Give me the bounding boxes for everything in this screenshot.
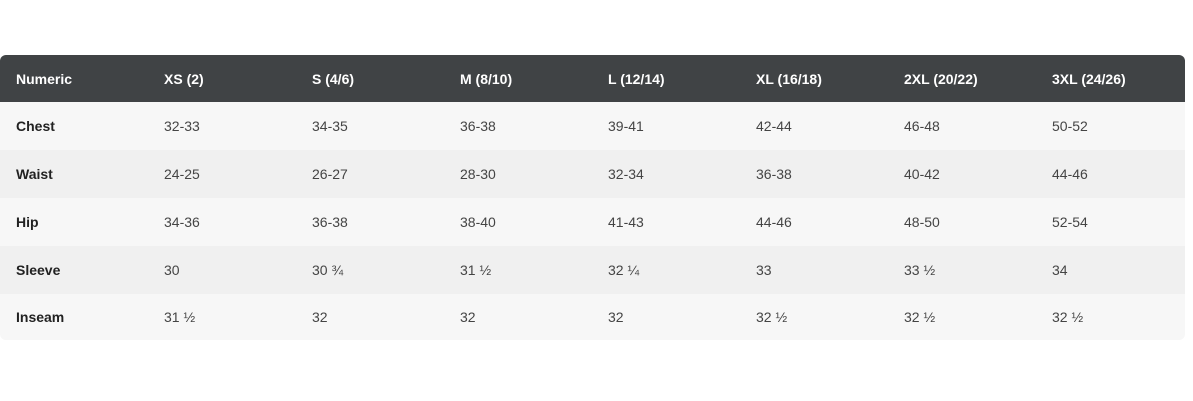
table-row-sleeve: Sleeve 30 30 ¾ 31 ½ 32 ¼ 33 33 ½ 34 xyxy=(0,246,1185,294)
table-cell: 44-46 xyxy=(1052,166,1088,182)
table-cell: 32 ½ xyxy=(904,309,936,325)
table-cell: 44-46 xyxy=(756,214,792,230)
table-cell: 42-44 xyxy=(756,118,792,134)
table-cell: 34-36 xyxy=(164,214,200,230)
table-cell: 36-38 xyxy=(460,118,496,134)
table-cell: 32 xyxy=(312,309,328,325)
table-cell: 28-30 xyxy=(460,166,496,182)
header-s: S (4/6) xyxy=(312,70,355,87)
table-cell: 48-50 xyxy=(904,214,940,230)
table-cell: 46-48 xyxy=(904,118,940,134)
table-cell: 36-38 xyxy=(756,166,792,182)
table-cell: 32 ½ xyxy=(1052,309,1084,325)
table-cell: 52-54 xyxy=(1052,214,1088,230)
header-xs: XS (2) xyxy=(164,70,204,87)
row-label: Chest xyxy=(16,118,55,134)
table-cell: 41-43 xyxy=(608,214,644,230)
table-cell: 32-33 xyxy=(164,118,200,134)
table-cell: 34-35 xyxy=(312,118,348,134)
table-row-chest: Chest 32-33 34-35 36-38 39-41 42-44 46-4… xyxy=(0,102,1185,150)
table-cell: 32 xyxy=(460,309,476,325)
row-label: Hip xyxy=(16,214,39,230)
table-cell: 31 ½ xyxy=(460,262,492,278)
header-l: L (12/14) xyxy=(608,70,665,87)
table-cell: 40-42 xyxy=(904,166,940,182)
row-label: Inseam xyxy=(16,309,65,325)
table-row-inseam: Inseam 31 ½ 32 32 32 32 ½ 32 ½ 32 ½ xyxy=(0,294,1185,340)
table-cell: 30 xyxy=(164,262,180,278)
table-cell: 32 ¼ xyxy=(608,262,640,278)
table-cell: 31 ½ xyxy=(164,309,196,325)
table-cell: 39-41 xyxy=(608,118,644,134)
table-cell: 26-27 xyxy=(312,166,348,182)
header-xl: XL (16/18) xyxy=(756,70,822,87)
table-cell: 33 ½ xyxy=(904,262,936,278)
table-cell: 30 ¾ xyxy=(312,262,344,278)
table-cell: 33 xyxy=(756,262,772,278)
table-cell: 36-38 xyxy=(312,214,348,230)
table-cell: 32 ½ xyxy=(756,309,788,325)
header-3xl: 3XL (24/26) xyxy=(1052,70,1126,87)
table-row-hip: Hip 34-36 36-38 38-40 41-43 44-46 48-50 … xyxy=(0,198,1185,246)
table-cell: 34 xyxy=(1052,262,1068,278)
table-cell: 32 xyxy=(608,309,624,325)
size-chart: Numeric XS (2) S (4/6) M (8/10) L (12/14… xyxy=(0,55,1185,340)
table-cell: 32-34 xyxy=(608,166,644,182)
header-2xl: 2XL (20/22) xyxy=(904,70,978,87)
header-numeric: Numeric xyxy=(16,70,73,87)
table-cell: 38-40 xyxy=(460,214,496,230)
table-cell: 24-25 xyxy=(164,166,200,182)
row-label: Sleeve xyxy=(16,262,61,278)
row-label: Waist xyxy=(16,166,53,182)
header-m: M (8/10) xyxy=(460,70,513,87)
header-row: Numeric XS (2) S (4/6) M (8/10) L (12/14… xyxy=(0,55,1185,102)
table-cell: 50-52 xyxy=(1052,118,1088,134)
table-row-waist: Waist 24-25 26-27 28-30 32-34 36-38 40-4… xyxy=(0,150,1185,198)
size-chart-table: Numeric XS (2) S (4/6) M (8/10) L (12/14… xyxy=(0,55,1185,340)
